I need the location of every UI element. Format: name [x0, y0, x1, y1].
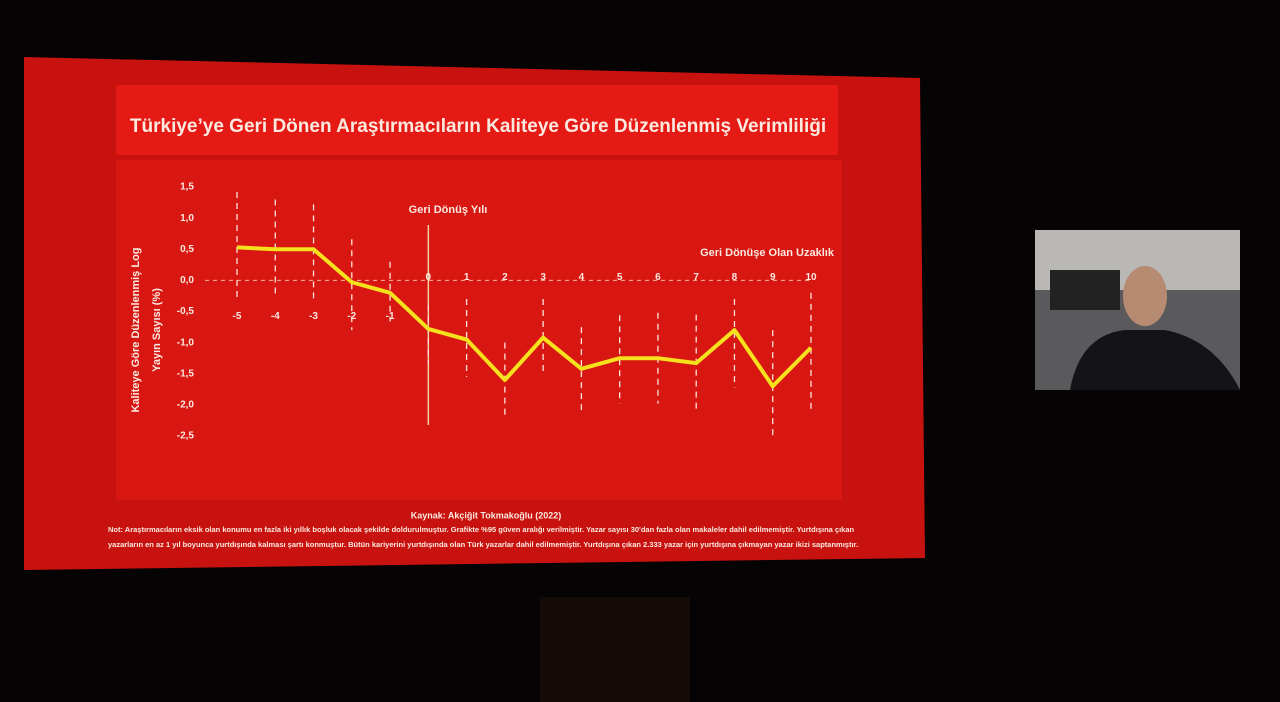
title-bar: [116, 85, 838, 155]
x-tick-label: 6: [655, 272, 661, 283]
annotation: Geri Dönüşe Olan Uzaklık: [700, 247, 835, 259]
x-tick-label: 4: [579, 272, 585, 283]
x-tick-label: 3: [540, 272, 546, 283]
podium: [540, 597, 690, 702]
source: Kaynak: Akçiğit Tokmakoğlu (2022): [411, 510, 562, 520]
x-tick-label: -5: [233, 311, 242, 322]
webcam-person: [1070, 330, 1240, 390]
data-line: [236, 245, 813, 389]
y-tick-label: -1,5: [177, 368, 195, 379]
x-tick-label: 10: [805, 272, 817, 283]
webcam-screen: [1050, 270, 1120, 310]
x-tick-label: -3: [309, 311, 318, 322]
y-tick-label: -2,0: [177, 400, 195, 411]
y-label: Yayın Sayısı (%): [151, 288, 163, 372]
y-tick-label: 1,5: [180, 182, 194, 193]
webcam-face: [1123, 266, 1167, 326]
y-tick-label: 0,0: [180, 275, 194, 286]
note: yazarların en az 1 yıl boyunca yurtdışın…: [108, 540, 858, 549]
x-tick-label: -1: [386, 311, 395, 322]
y-tick-label: 1,0: [180, 213, 194, 224]
x-tick-label: 9: [770, 272, 776, 283]
chart-title: Türkiye’ye Geri Dönen Araştırmacıların K…: [130, 116, 826, 137]
x-tick-label: 1: [464, 272, 470, 283]
y-tick-label: -2,5: [177, 431, 195, 442]
y-label: Kaliteye Göre Düzenlenmiş Log: [130, 247, 142, 412]
y-tick-label: 0,5: [180, 244, 194, 255]
x-tick-label: 2: [502, 272, 508, 283]
y-tick-label: -1,0: [177, 337, 195, 348]
x-tick-label: 0: [426, 272, 432, 283]
x-tick-label: 8: [732, 272, 738, 283]
x-tick-label: -4: [271, 311, 280, 322]
x-tick-label: 7: [693, 272, 699, 283]
y-tick-label: -0,5: [177, 306, 195, 317]
note: Not: Araştırmacıların eksik olan konumu …: [108, 525, 855, 534]
annotation: Geri Dönüş Yılı: [409, 204, 488, 216]
x-tick-label: 5: [617, 272, 623, 283]
